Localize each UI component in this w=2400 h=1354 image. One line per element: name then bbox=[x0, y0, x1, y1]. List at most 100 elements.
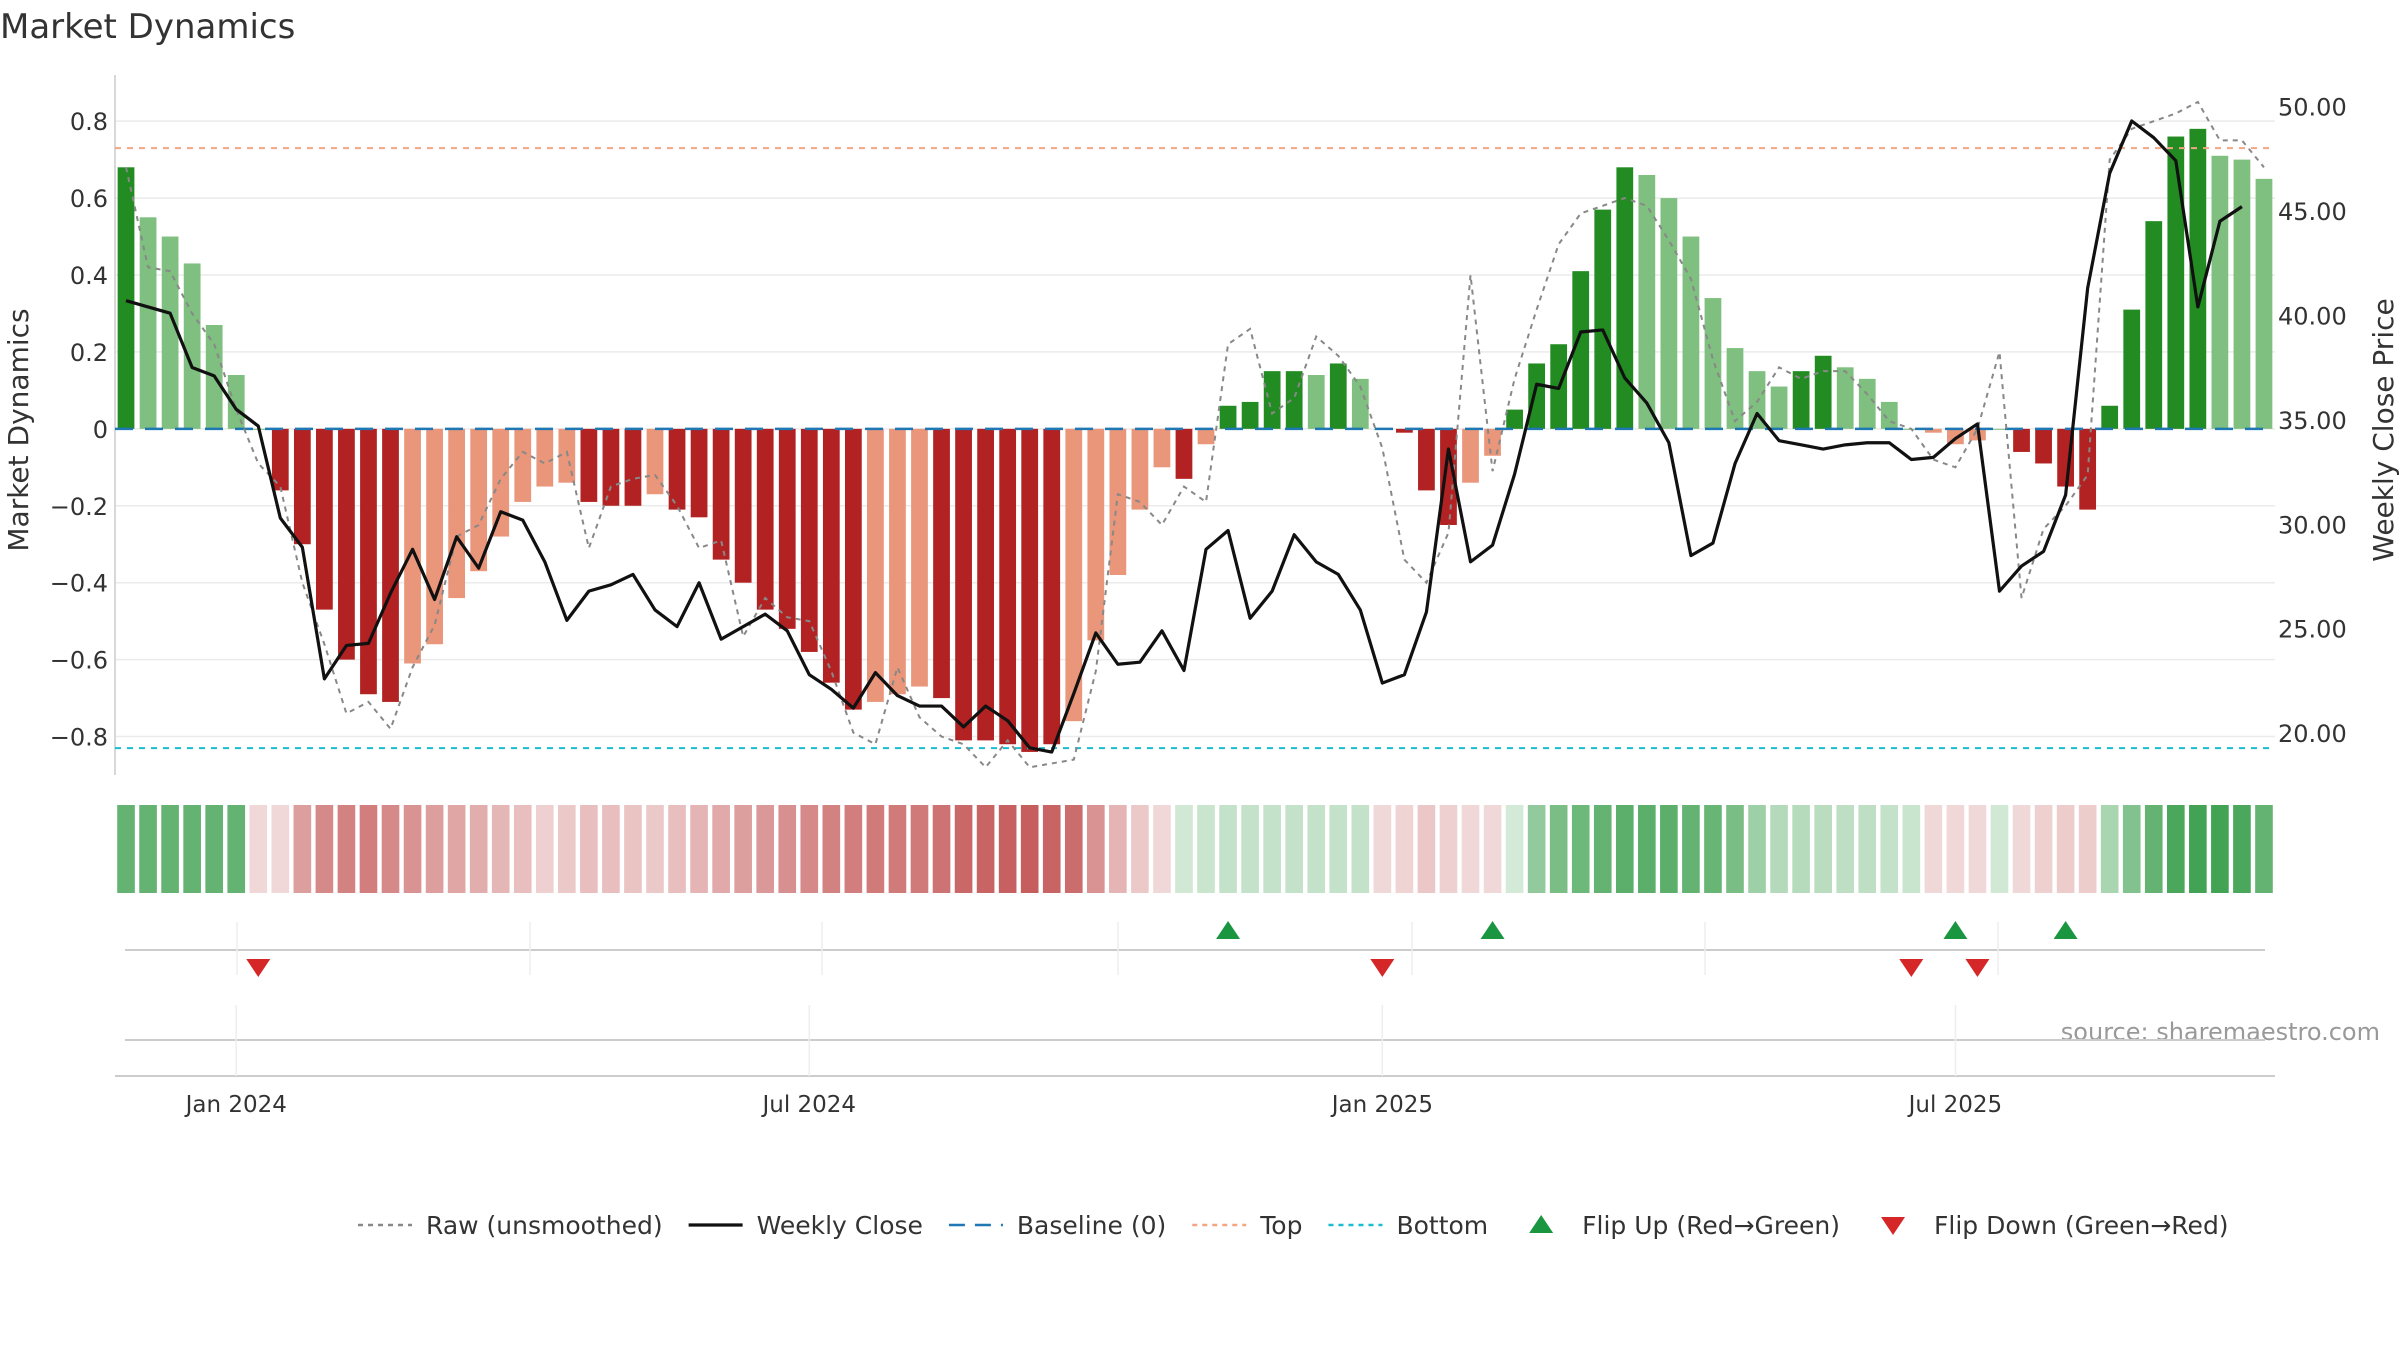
dynamics-bar bbox=[316, 428, 333, 610]
regime-cell bbox=[2233, 805, 2251, 893]
dynamics-bar bbox=[1792, 371, 1810, 429]
regime-cell bbox=[2012, 805, 2031, 893]
dynamics-bar bbox=[2123, 309, 2141, 429]
regime-cell bbox=[1197, 805, 1215, 893]
dynamics-bar bbox=[2013, 428, 2030, 452]
dynamics-bar bbox=[1682, 236, 1700, 429]
regime-cell bbox=[161, 805, 179, 893]
dynamics-bar bbox=[624, 428, 642, 506]
dynamics-bar bbox=[999, 428, 1017, 745]
dynamics-bar bbox=[470, 428, 488, 572]
legend-item: Flip Down (Green→Red) bbox=[1881, 1211, 2229, 1240]
dynamics-bar bbox=[1197, 428, 1215, 445]
regime-cell bbox=[1615, 805, 1634, 893]
dynamics-bar bbox=[360, 428, 377, 695]
regime-cell bbox=[1990, 805, 2009, 893]
regime-cell bbox=[756, 805, 775, 893]
dynamics-bar bbox=[1351, 378, 1369, 429]
right-tick-label: 35.00 bbox=[2278, 407, 2347, 435]
regime-cell bbox=[139, 805, 157, 893]
dynamics-bar bbox=[955, 428, 972, 741]
dynamics-bar bbox=[1814, 355, 1832, 429]
flip-up-marker bbox=[1480, 921, 1505, 939]
regime-cell bbox=[558, 805, 576, 893]
regime-cell bbox=[1153, 805, 1171, 893]
legend-label: Raw (unsmoothed) bbox=[426, 1211, 663, 1240]
left-tick-label: 0 bbox=[93, 416, 108, 444]
dynamics-bar bbox=[602, 428, 620, 506]
dynamics-bar bbox=[1638, 175, 1656, 429]
dynamics-bar bbox=[1219, 405, 1237, 429]
x-tick-label: Jan 2025 bbox=[1330, 1092, 1433, 1118]
regime-cell bbox=[646, 805, 664, 893]
source-note: source: sharemaestro.com bbox=[2061, 1018, 2380, 1046]
regime-cell bbox=[315, 805, 334, 893]
dynamics-bar bbox=[1484, 428, 1501, 456]
left-tick-label: 0.2 bbox=[70, 339, 108, 367]
regime-cell bbox=[2100, 805, 2119, 893]
dynamics-bar bbox=[1396, 428, 1413, 433]
dynamics-bar bbox=[933, 428, 950, 699]
dynamics-bar bbox=[139, 217, 157, 429]
legend-label: Weekly Close bbox=[757, 1211, 923, 1240]
dynamics-bar bbox=[1329, 363, 1347, 429]
right-tick-label: 45.00 bbox=[2278, 198, 2347, 226]
dynamics-bar bbox=[1065, 428, 1083, 722]
dynamics-bar bbox=[646, 428, 664, 495]
regime-cell bbox=[447, 805, 466, 893]
regime-cell bbox=[1131, 805, 1149, 893]
regime-cell bbox=[271, 805, 290, 893]
regime-cell bbox=[1726, 805, 1744, 893]
regime-cell bbox=[1593, 805, 1612, 893]
regime-cell bbox=[734, 805, 752, 893]
regime-cell bbox=[1880, 805, 1899, 893]
regime-cell bbox=[1902, 805, 1921, 893]
regime-cell bbox=[491, 805, 510, 893]
flip-up-marker bbox=[1943, 921, 1968, 939]
dynamics-bar bbox=[1748, 371, 1766, 429]
regime-cell bbox=[1373, 805, 1392, 893]
dynamics-bar bbox=[911, 428, 928, 687]
dynamics-bar bbox=[1704, 298, 1722, 429]
legend-label: Baseline (0) bbox=[1017, 1211, 1166, 1240]
legend-item: Bottom bbox=[1328, 1211, 1488, 1240]
regime-cell bbox=[1351, 805, 1370, 893]
legend-label: Bottom bbox=[1396, 1211, 1488, 1240]
regime-cell bbox=[1241, 805, 1259, 893]
dynamics-bar bbox=[1594, 209, 1612, 429]
dynamics-bar bbox=[117, 167, 135, 429]
regime-cell bbox=[1395, 805, 1414, 893]
regime-cell bbox=[337, 805, 356, 893]
dynamics-bar bbox=[1131, 428, 1149, 510]
dynamics-bar bbox=[1528, 363, 1546, 429]
regime-cell bbox=[1968, 805, 1987, 893]
regime-cell bbox=[1946, 805, 1965, 893]
regime-cell bbox=[1770, 805, 1788, 893]
regime-cell bbox=[1792, 805, 1810, 893]
right-tick-label: 20.00 bbox=[2278, 720, 2347, 748]
dynamics-bar bbox=[1726, 348, 1744, 429]
dynamics-bar bbox=[977, 428, 994, 741]
dynamics-bar bbox=[756, 428, 774, 610]
raw-line bbox=[125, 100, 2265, 769]
dynamics-bar bbox=[1616, 167, 1634, 429]
bars-group bbox=[117, 128, 2273, 752]
left-tick-label: 0.6 bbox=[70, 185, 108, 213]
regime-cell bbox=[1175, 805, 1193, 893]
legend-label: Flip Down (Green→Red) bbox=[1934, 1211, 2229, 1240]
regime-cell bbox=[425, 805, 444, 893]
regime-cell bbox=[183, 805, 201, 893]
regime-cell bbox=[205, 805, 223, 893]
regime-cell bbox=[381, 805, 400, 893]
flip-up-marker bbox=[2053, 921, 2078, 939]
regime-cell bbox=[249, 805, 268, 893]
dynamics-bar bbox=[1241, 401, 1259, 429]
regime-cell bbox=[1571, 805, 1590, 893]
regime-cell bbox=[1814, 805, 1832, 893]
flip-down-marker bbox=[1965, 959, 1990, 977]
dynamics-bar bbox=[690, 428, 708, 518]
dynamics-bar bbox=[1770, 386, 1788, 429]
x-tick-label: Jan 2024 bbox=[184, 1092, 287, 1118]
